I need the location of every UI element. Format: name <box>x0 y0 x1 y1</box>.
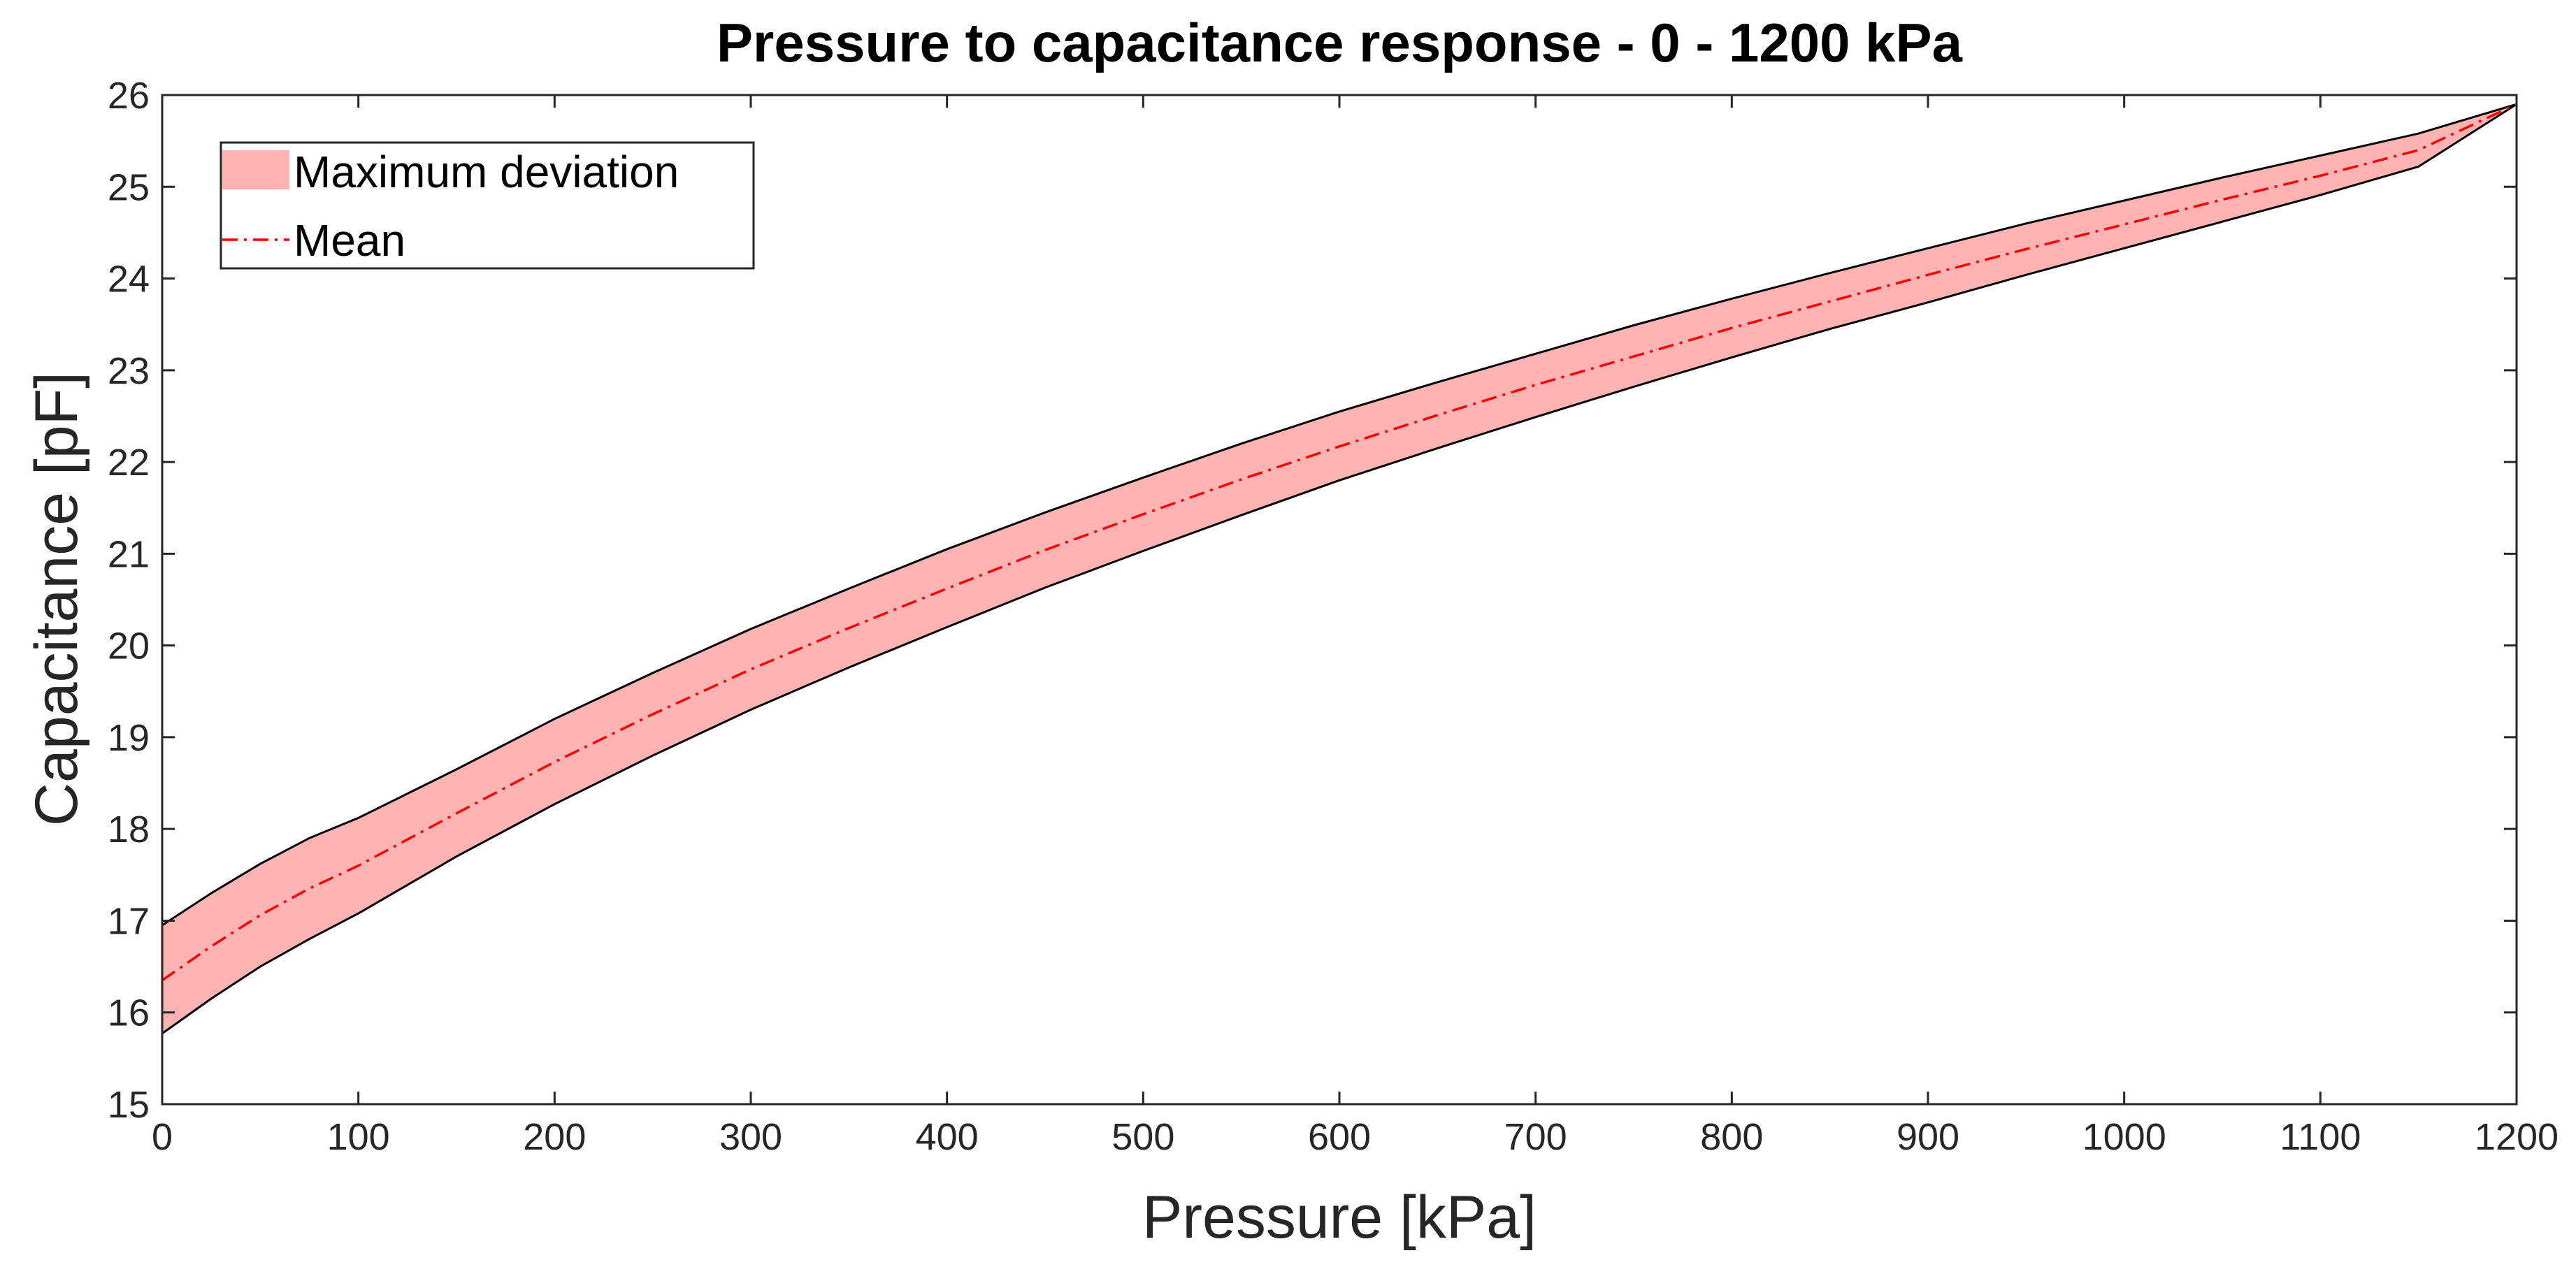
legend-label-max-deviation: Maximum deviation <box>294 147 679 197</box>
legend-label-mean: Mean <box>294 215 405 266</box>
max-deviation-upper-edge <box>161 103 2517 927</box>
x-tick-label: 1100 <box>2280 1116 2361 1158</box>
max-deviation-lower-edge <box>161 103 2517 1035</box>
y-tick-label: 24 <box>108 259 150 301</box>
y-tick-label: 15 <box>108 1084 150 1126</box>
legend: Maximum deviation Mean <box>220 141 755 270</box>
x-tick-label: 800 <box>1700 1116 1763 1158</box>
x-tick-label: 300 <box>719 1116 782 1158</box>
x-tick-label: 200 <box>523 1116 586 1158</box>
max-deviation-band <box>162 104 2517 1034</box>
x-tick-label: 600 <box>1308 1116 1371 1158</box>
chart-title: Pressure to capacitance response - 0 - 1… <box>717 12 1963 73</box>
y-tick-label: 23 <box>108 350 150 392</box>
y-tick-label: 16 <box>108 992 150 1034</box>
y-tick-label: 26 <box>108 75 150 117</box>
x-tick-label: 900 <box>1897 1116 1959 1158</box>
x-tick-label: 1000 <box>2082 1116 2166 1158</box>
y-tick-label: 20 <box>108 625 150 667</box>
y-tick-label: 18 <box>108 809 150 850</box>
x-tick-label: 0 <box>152 1116 173 1158</box>
x-axis-label: Pressure [kPa] <box>1142 1184 1537 1251</box>
x-tick-label: 500 <box>1111 1116 1174 1158</box>
y-tick-label: 25 <box>108 166 150 208</box>
legend-box <box>220 141 755 270</box>
x-tick-label: 700 <box>1504 1116 1567 1158</box>
x-axis: 0 100 200 300 400 500 600 700 800 900 1000 1100 1200 <box>152 95 2559 1158</box>
legend-swatch-max-deviation <box>222 150 289 189</box>
x-tick-label: 1200 <box>2475 1116 2559 1158</box>
y-tick-label: 17 <box>108 900 150 942</box>
y-tick-label: 21 <box>108 533 150 575</box>
x-tick-label: 100 <box>327 1116 390 1158</box>
mean-line <box>161 103 2517 982</box>
x-tick-label: 400 <box>916 1116 979 1158</box>
y-tick-label: 19 <box>108 717 150 759</box>
y-axis: 15 16 17 18 19 20 21 22 23 24 25 26 <box>108 75 2517 1126</box>
y-axis-label: Capacitance [pF] <box>23 372 90 826</box>
y-tick-label: 22 <box>108 442 150 484</box>
